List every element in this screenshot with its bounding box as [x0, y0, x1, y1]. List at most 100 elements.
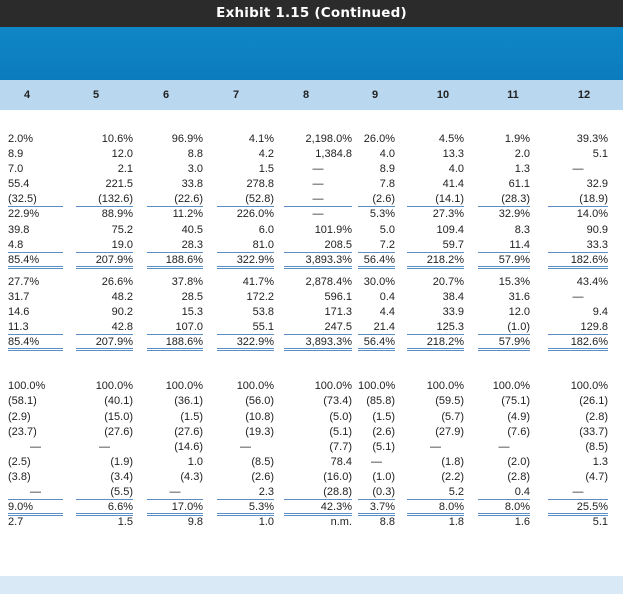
- table-row: 14.6 90.2 15.3 53.8 171.3 4.4 33.9 12.0 9.4: [0, 305, 623, 320]
- table-cell: 1.6: [514, 516, 530, 529]
- table-cell: 26.6%: [101, 275, 133, 288]
- table-cell: 14.0%: [576, 208, 608, 221]
- table-cell: 8.3: [514, 223, 530, 236]
- table-cell: (2.8): [585, 410, 608, 423]
- table-row: (23.7) (27.6) (27.6) (19.3) (5.1) (2.6) (27.9)…: [0, 425, 623, 440]
- table-cell: 100.0%: [570, 380, 608, 393]
- table-cell: (132.6): [76, 192, 133, 208]
- table-cell: 27.7%: [8, 275, 40, 288]
- column-header-4: 4: [23, 89, 31, 101]
- table-cell: 12.0: [111, 148, 133, 161]
- table-cell: (5.1): [329, 425, 352, 438]
- table-cell: 9.8: [187, 516, 203, 529]
- table-cell: 22.9%: [8, 208, 40, 221]
- table-row: — — (14.6) — (7.7) (5.1) — — (8.5): [0, 440, 623, 455]
- table-cell: 8.9: [8, 148, 24, 161]
- table-cell: 6.6%: [76, 500, 133, 517]
- table-cell: 1.5: [258, 163, 274, 176]
- table-cell: 188.6%: [147, 253, 203, 269]
- table-cell: 96.9%: [171, 133, 203, 145]
- table-row: 7.0 2.1 3.0 1.5 — 8.9 4.0 1.3 —: [0, 162, 623, 177]
- table-cell: 4.1%: [248, 133, 274, 145]
- table-cell: 41.7%: [242, 275, 274, 288]
- table-cell: —: [371, 455, 382, 468]
- table-cell: 31.7: [8, 290, 30, 303]
- column-header-11: 11: [507, 89, 519, 101]
- table-cell: 12.0: [508, 306, 530, 319]
- table-cell: (26.1): [579, 395, 608, 408]
- table-cell: (33.7): [579, 425, 608, 438]
- table-cell: —: [312, 208, 324, 221]
- table-cell: —: [99, 440, 110, 453]
- table-cell: (5.5): [76, 485, 133, 500]
- table-cell: 25.5%: [548, 500, 608, 517]
- table-cell: 109.4: [436, 223, 464, 236]
- table-cell: (27.6): [174, 425, 203, 438]
- table-cell: 38.4: [442, 290, 464, 303]
- table-cell: (58.1): [8, 395, 37, 408]
- table-cell: 100.0%: [314, 380, 352, 393]
- table-cell: 48.2: [111, 290, 133, 303]
- table-cell: 55.4: [8, 178, 30, 191]
- table-cell: 31.6: [508, 290, 530, 303]
- table-cell: 218.2%: [407, 253, 464, 269]
- table-cell: —: [312, 163, 324, 176]
- table-cell: 596.1: [324, 290, 352, 303]
- table-cell: 7.8: [379, 178, 395, 191]
- table-cell: (3.8): [8, 470, 31, 483]
- table-cell: —: [284, 192, 352, 208]
- table-cell: 33.3: [548, 238, 608, 253]
- table-cell: (14.1): [407, 192, 464, 208]
- table-cell: 39.3%: [576, 133, 608, 145]
- table-cell: 20.7%: [432, 275, 464, 288]
- table-cell: —: [8, 485, 63, 500]
- table-cell: 182.6%: [548, 253, 608, 269]
- table-cell: 2.0: [514, 148, 530, 161]
- table-cell: 188.6%: [147, 335, 203, 352]
- table-row: 55.4 221.5 33.8 278.8 — 7.8 41.4 61.1 32.9: [0, 177, 623, 192]
- table-cell: 4.0: [448, 163, 464, 176]
- table-cell: 4.4: [379, 306, 395, 319]
- table-cell: 100.0%: [492, 380, 530, 393]
- table-row: (2.9) (15.0) (1.5) (10.8) (5.0) (1.5) (5.7) (4.…: [0, 410, 623, 425]
- table-cell: 37.8%: [171, 275, 203, 288]
- table-row: 2.7 1.5 9.8 1.0 n.m. 8.8 1.8 1.6 5.1: [0, 515, 623, 530]
- table-cell: 207.9%: [76, 253, 133, 269]
- table-cell: (5.7): [441, 410, 464, 423]
- table-cell: 90.2: [111, 306, 133, 319]
- table-cell: 7.2: [358, 238, 395, 253]
- table-cell: (2.6): [372, 425, 395, 438]
- table-cell: 90.9: [586, 223, 608, 236]
- table-cell: 15.3: [181, 306, 203, 319]
- table-cell: (22.6): [147, 192, 203, 208]
- table-cell: 5.3%: [217, 500, 274, 517]
- table-cell: 17.0%: [147, 500, 203, 517]
- table-cell: 207.9%: [76, 335, 133, 352]
- table-cell: 8.0%: [407, 500, 464, 517]
- table-cell: 13.3: [442, 148, 464, 161]
- table-cell: 11.4: [478, 238, 530, 253]
- table-row: 9.0% 6.6% 17.0% 5.3% 42.3% 3.7% 8.0% 8.0% 25.5%: [0, 500, 623, 517]
- table-cell: 55.1: [217, 320, 274, 336]
- table-cell: (40.1): [104, 395, 133, 408]
- table-cell: 7.0: [8, 163, 24, 176]
- table-cell: 75.2: [111, 223, 133, 236]
- table-cell: 100.0%: [358, 380, 396, 393]
- table-cell: (7.7): [329, 440, 352, 453]
- table-row: 39.8 75.2 40.5 6.0 101.9% 5.0 109.4 8.3 90.9: [0, 223, 623, 238]
- table-cell: (2.8): [507, 470, 530, 483]
- table-cell: (4.3): [180, 470, 203, 483]
- table-cell: 3.0: [187, 163, 203, 176]
- table-cell: —: [430, 440, 441, 453]
- table-cell: 15.3%: [498, 275, 530, 288]
- table-row: (2.5) (1.9) 1.0 (8.5) 78.4 — (1.8) (2.0) 1.3: [0, 455, 623, 470]
- table-cell: (23.7): [8, 425, 37, 438]
- column-header-6: 6: [162, 89, 170, 101]
- table-cell: 226.0%: [236, 208, 274, 221]
- column-header-8: 8: [302, 89, 310, 101]
- table-cell: 1,384.8: [315, 148, 352, 161]
- table-cell: 100.0%: [165, 380, 203, 393]
- table-row: 4.8 19.0 28.3 81.0 208.5 7.2 59.7 11.4 33.3: [0, 238, 623, 253]
- table-cell: 56.4%: [358, 335, 395, 352]
- table-cell: 11.3: [8, 320, 63, 336]
